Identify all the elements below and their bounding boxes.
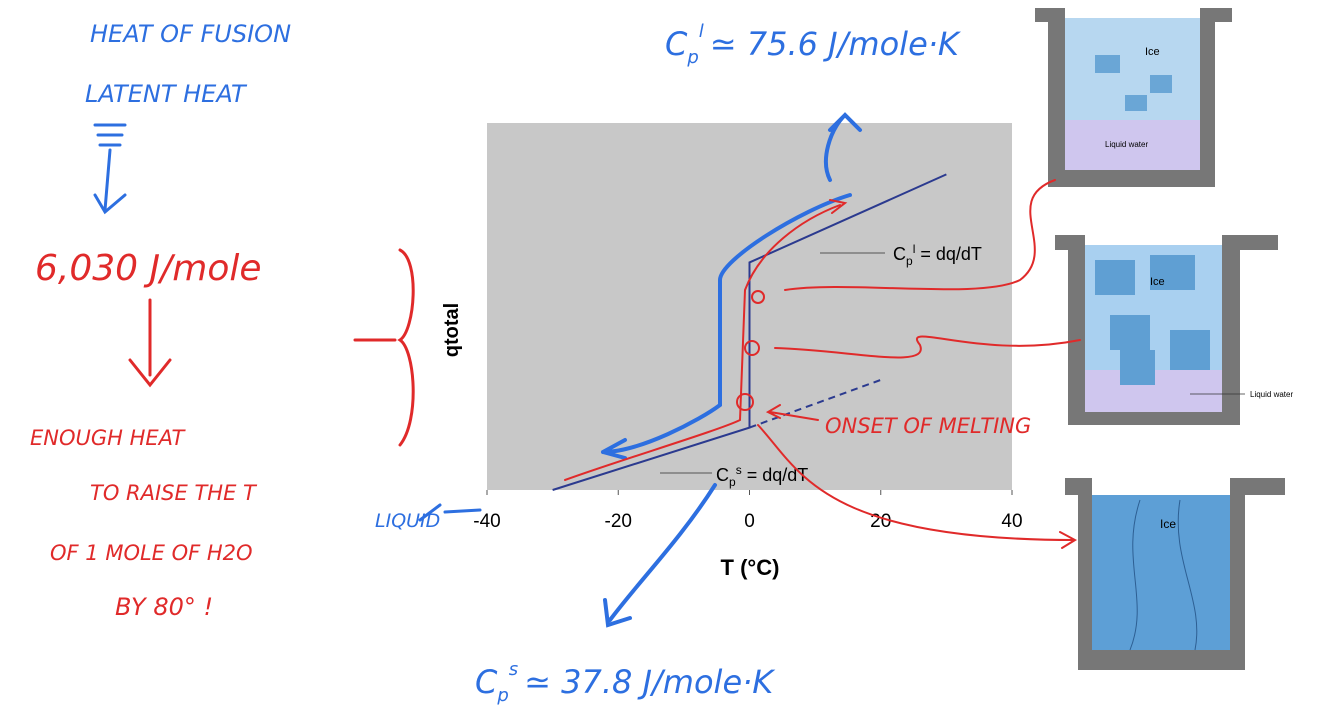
note: OF 1 MOLE OF H2O [50,541,253,565]
page: -40-2002040 T (°C) qtotal Cpl = dq/dT Cp… [0,0,1335,711]
beaker-label: Ice [1145,46,1160,58]
beaker-label: Ice [1150,276,1165,288]
x-axis-label: T (°C) [721,555,780,580]
note: Cps≃ 37.8 J/mole·K [475,659,776,706]
note: Cpl≃ 75.6 J/mole·K [665,21,962,68]
beaker: Ice Liquid water [1035,8,1232,187]
note: BY 80° ! [115,593,213,621]
note: LATENT HEAT [85,80,248,108]
beaker: Ice [1065,478,1285,670]
note: 6,030 J/mole [35,248,262,289]
note: ENOUGH HEAT [30,426,187,450]
note: HEAT OF FUSION [90,20,291,48]
beaker: Ice Liquid water [1055,235,1293,425]
x-tick-label: -20 [605,511,632,532]
x-tick-label: -40 [473,511,500,532]
beaker-label: Ice [1160,517,1176,531]
x-tick-label: 0 [744,511,755,532]
beaker-label: Liquid water [1105,140,1148,149]
note: ONSET OF MELTING [825,414,1031,438]
x-tick-label: 20 [870,511,891,532]
x-tick-label: 40 [1001,511,1022,532]
note: TO RAISE THE T [90,481,258,505]
y-axis-label: qtotal [441,303,463,357]
beaker-label: Liquid water [1250,390,1293,399]
